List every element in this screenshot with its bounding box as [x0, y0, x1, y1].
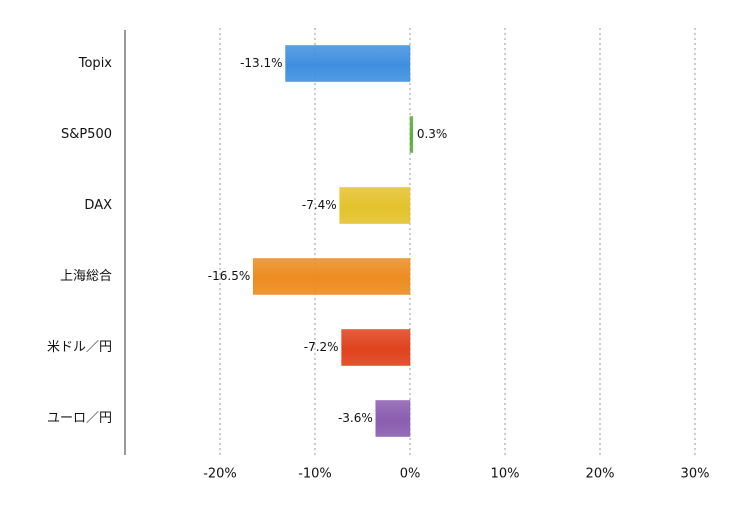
- data-label: -13.1%: [240, 56, 282, 70]
- category-label: S&P500: [61, 127, 112, 142]
- x-tick-label: 10%: [491, 467, 520, 482]
- category-label: Topix: [78, 56, 113, 71]
- x-tick-label: -10%: [298, 467, 332, 482]
- bar: [409, 116, 414, 153]
- bar: [285, 45, 411, 82]
- bar: [341, 329, 411, 366]
- data-label: -3.6%: [338, 411, 373, 425]
- data-label: -7.2%: [304, 340, 339, 354]
- bar: [339, 187, 411, 224]
- data-label: -7.4%: [302, 198, 337, 212]
- category-label: DAX: [84, 198, 112, 213]
- bar: [375, 400, 411, 437]
- labels: -20% -10% 0% 10% 20% 30% Topix -13.1% S&P500 0.3%…: [47, 56, 709, 482]
- x-tick-label: 0%: [400, 467, 421, 482]
- gridlines: [219, 28, 696, 455]
- x-tick-label: 20%: [586, 467, 615, 482]
- category-label: ユーロ／円: [47, 411, 112, 426]
- data-label: 0.3%: [417, 127, 448, 141]
- category-label: 米ドル／円: [47, 340, 112, 355]
- bars: [253, 45, 414, 437]
- data-label: -16.5%: [208, 269, 250, 283]
- category-label: 上海総合: [60, 269, 112, 284]
- bar: [253, 258, 411, 295]
- x-tick-label: -20%: [203, 467, 237, 482]
- x-tick-label: 30%: [681, 467, 710, 482]
